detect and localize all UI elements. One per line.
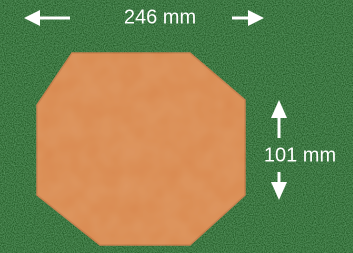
octagon-tile [37, 53, 245, 245]
page: 246 mm 101 mm (() => { const data = JSON… [0, 0, 353, 253]
width-label: 246 mm [124, 6, 196, 28]
height-label: 101 mm [264, 144, 336, 166]
product-photo: 246 mm 101 mm [0, 0, 353, 253]
